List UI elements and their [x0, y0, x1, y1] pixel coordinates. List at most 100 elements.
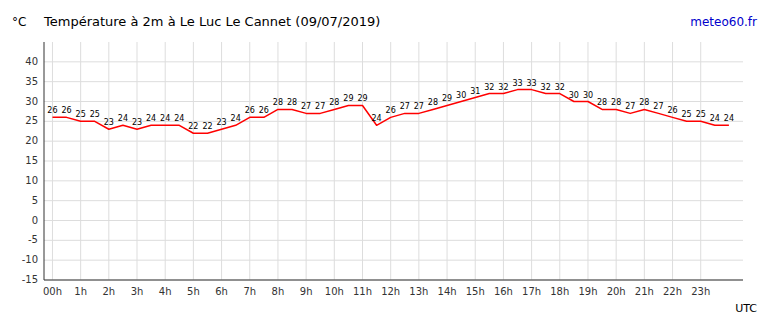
y-tick-label: 10: [25, 175, 38, 186]
x-tick-label: 22h: [663, 286, 682, 297]
data-label: 27: [301, 102, 311, 111]
data-label: 32: [498, 83, 508, 92]
grid-line-x: [165, 42, 166, 280]
data-label: 26: [667, 106, 677, 115]
grid-line-x: [644, 42, 645, 280]
x-axis-label: UTC: [735, 302, 757, 315]
data-label: 31: [470, 87, 480, 96]
data-label: 23: [216, 118, 226, 127]
x-tick-label: 13h: [409, 286, 428, 297]
grid-line-x: [700, 42, 701, 280]
grid-line-x: [616, 42, 617, 280]
grid-line-x: [362, 42, 363, 280]
data-label: 28: [611, 98, 621, 107]
data-label: 24: [146, 114, 156, 123]
data-label: 26: [386, 106, 396, 115]
data-label: 22: [188, 122, 198, 131]
data-label: 28: [639, 98, 649, 107]
data-label: 25: [90, 110, 100, 119]
x-tick-label: 16h: [494, 286, 513, 297]
grid: [44, 42, 743, 280]
y-tick-label: 0: [32, 215, 38, 226]
x-tick-label: 2h: [102, 286, 115, 297]
x-tick-label: 3h: [131, 286, 144, 297]
grid-line-x: [672, 42, 673, 280]
plot-area: [52, 90, 728, 134]
y-tick-label: 15: [25, 155, 38, 166]
x-tick-label: 8h: [272, 286, 285, 297]
y-axis-label: °C: [12, 15, 26, 29]
data-labels: 2626252523242324242422222324262628282727…: [47, 79, 734, 132]
x-tick-label: 12h: [381, 286, 400, 297]
x-tick-label: 4h: [159, 286, 172, 297]
grid-line-x: [137, 42, 138, 280]
data-label: 24: [160, 114, 170, 123]
y-tick-label: 35: [25, 76, 38, 87]
data-label: 25: [696, 110, 706, 119]
x-tick-label: 23h: [691, 286, 710, 297]
y-tick-label: -15: [22, 274, 38, 285]
y-tick-label: 40: [25, 56, 38, 67]
data-label: 24: [174, 114, 184, 123]
tick-labels: -15-10-5051015202530354000h1h2h3h4h5h6h7…: [22, 56, 711, 297]
y-tick-label: -10: [22, 254, 38, 265]
data-label: 29: [442, 94, 452, 103]
grid-line-x: [418, 42, 419, 280]
data-label: 32: [541, 83, 551, 92]
grid-line-y: [44, 61, 743, 62]
temperature-line: [52, 90, 728, 134]
grid-line-x: [52, 42, 53, 280]
grid-line-x: [277, 42, 278, 280]
grid-line-y: [44, 220, 743, 221]
grid-line-y: [44, 260, 743, 261]
chart: -15-10-5051015202530354000h1h2h3h4h5h6h7…: [0, 0, 765, 320]
data-label: 30: [583, 91, 593, 100]
grid-line-x: [334, 42, 335, 280]
data-label: 29: [357, 94, 367, 103]
x-tick-label: 17h: [522, 286, 541, 297]
x-axis-line: [44, 280, 743, 281]
data-label: 32: [555, 83, 565, 92]
data-label: 25: [682, 110, 692, 119]
grid-line-x: [193, 42, 194, 280]
x-tick-label: 7h: [243, 286, 256, 297]
data-label: 28: [428, 98, 438, 107]
grid-line-y: [44, 200, 743, 201]
data-label: 33: [512, 79, 522, 88]
x-tick-label: 6h: [215, 286, 228, 297]
grid-line-y: [44, 141, 743, 142]
x-tick-label: 00h: [43, 286, 62, 297]
data-label: 23: [104, 118, 114, 127]
grid-line-y: [44, 180, 743, 181]
x-tick-label: 1h: [74, 286, 87, 297]
x-tick-label: 14h: [438, 286, 457, 297]
x-tick-label: 11h: [353, 286, 372, 297]
grid-line-x: [390, 42, 391, 280]
data-label: 24: [371, 114, 381, 123]
grid-line-x: [108, 42, 109, 280]
data-label: 26: [61, 106, 71, 115]
y-axis-line: [44, 42, 45, 280]
grid-line-x: [249, 42, 250, 280]
data-label: 23: [132, 118, 142, 127]
x-tick-label: 18h: [550, 286, 569, 297]
grid-line-x: [306, 42, 307, 280]
x-tick-label: 21h: [635, 286, 654, 297]
x-tick-label: 9h: [300, 286, 313, 297]
grid-line-x: [475, 42, 476, 280]
grid-line-x: [447, 42, 448, 280]
data-label: 32: [484, 83, 494, 92]
y-tick-label: 30: [25, 96, 38, 107]
data-label: 24: [118, 114, 128, 123]
data-label: 27: [315, 102, 325, 111]
x-tick-label: 10h: [325, 286, 344, 297]
x-tick-label: 20h: [607, 286, 626, 297]
data-label: 24: [724, 114, 734, 123]
title: Température à 2m à Le Luc Le Cannet (09/…: [43, 14, 380, 29]
data-label: 27: [414, 102, 424, 111]
data-label: 25: [76, 110, 86, 119]
grid-line-y: [44, 280, 743, 281]
data-label: 26: [47, 106, 57, 115]
data-label: 29: [343, 94, 353, 103]
data-label: 30: [456, 91, 466, 100]
